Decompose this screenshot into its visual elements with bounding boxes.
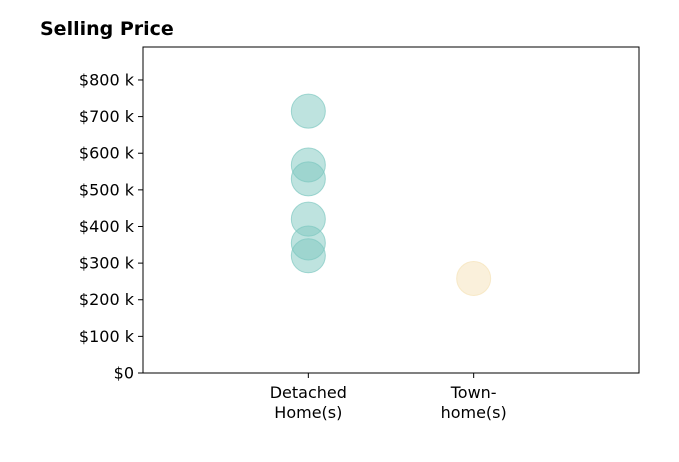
y-tick-label: $0 bbox=[114, 364, 134, 383]
chart-title: Selling Price bbox=[40, 18, 174, 40]
data-point bbox=[290, 93, 326, 129]
y-tick-label: $600 k bbox=[79, 144, 135, 163]
y-tick-label: $400 k bbox=[79, 217, 135, 236]
y-tick-label: $700 k bbox=[79, 107, 135, 126]
x-category-label: Detached Home(s) bbox=[270, 383, 347, 422]
y-tick-label: $300 k bbox=[79, 254, 135, 273]
x-axis: Detached Home(s) Town-home(s) bbox=[270, 373, 507, 422]
y-tick-label: $100 k bbox=[79, 327, 135, 346]
data-point bbox=[290, 238, 326, 274]
data-points bbox=[290, 93, 492, 296]
x-category-label: Town-home(s) bbox=[441, 383, 507, 422]
y-tick-label: $500 k bbox=[79, 180, 135, 199]
y-tick-label: $200 k bbox=[79, 290, 135, 309]
y-axis: $0 $100 k $200 k $300 k $400 k $500 k $600 k $7… bbox=[79, 70, 143, 383]
plot-area-frame bbox=[142, 46, 640, 374]
data-point bbox=[290, 161, 326, 197]
y-tick-label: $800 k bbox=[79, 70, 135, 89]
data-point bbox=[456, 260, 492, 296]
